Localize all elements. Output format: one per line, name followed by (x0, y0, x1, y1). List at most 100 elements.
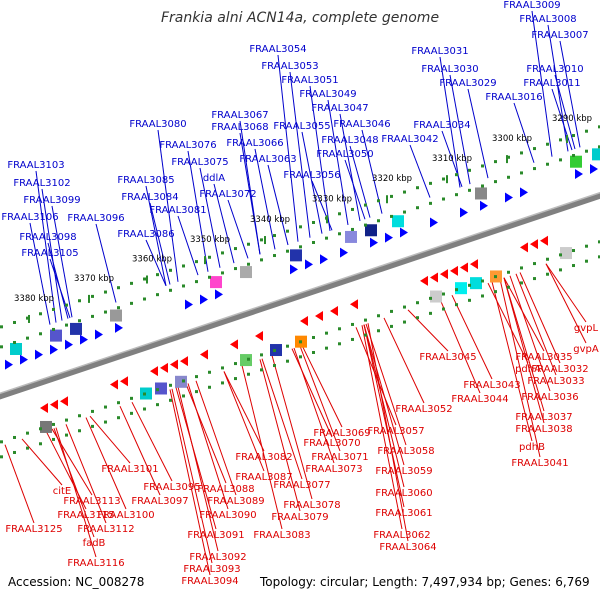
scale-tick-label: 3350 kbp (190, 235, 230, 245)
reverse-leader-line (271, 355, 313, 500)
forward-leader-line (449, 74, 471, 185)
forward-gene-label: FRAAL3085 (117, 175, 174, 186)
reverse-gene-block (175, 375, 187, 388)
ring-dot (442, 197, 445, 201)
forward-gene-label: FRAAL3099 (23, 195, 80, 206)
forward-gene-label: FRAAL3048 (321, 135, 378, 146)
reverse-leader-line (171, 388, 213, 564)
ring-dot (247, 357, 250, 361)
forward-gene-label: FRAAL3056 (283, 170, 340, 181)
forward-leader-line (95, 223, 117, 303)
reverse-gene-label: FRAAL3094 (181, 576, 238, 587)
ring-dot (390, 194, 393, 198)
ring-dot (364, 333, 367, 337)
ring-dot (455, 288, 458, 292)
reverse-gene-label: FRAAL3033 (527, 376, 584, 387)
ring-dot (143, 407, 146, 411)
reverse-gene-label: FRAAL3032 (531, 364, 588, 375)
forward-gene-label: FRAAL3066 (226, 138, 283, 149)
ring-dot (559, 253, 562, 257)
forward-leader-line (239, 132, 261, 255)
ring-dot (0, 440, 3, 444)
ring-dot (520, 281, 523, 285)
reverse-gene-block (430, 290, 442, 303)
ring-dot (520, 151, 523, 155)
forward-gene-label: FRAAL3007 (531, 30, 588, 41)
forward-leader-line (439, 56, 461, 188)
reverse-gene-label: FRAAL3057 (367, 426, 424, 437)
reverse-leader-line (383, 317, 425, 404)
ring-dot (364, 318, 367, 322)
forward-gene-label: FRAAL3008 (519, 14, 576, 25)
ring-dot (39, 442, 42, 446)
reverse-leader-line (509, 275, 551, 392)
ring-dot (260, 353, 263, 357)
forward-gene-label: FRAAL3046 (333, 119, 390, 130)
ring-dot (351, 207, 354, 211)
ring-dot (117, 306, 120, 310)
reverse-gene-label: FRAAL3052 (395, 404, 452, 415)
forward-gene-arrow (95, 329, 103, 340)
reverse-leader-line (361, 325, 403, 530)
topology-summary: Topology: circular; Length: 7,497,934 bp… (260, 575, 590, 589)
ring-dot (546, 142, 549, 146)
reverse-gene-arrow (460, 262, 468, 273)
ring-dot (182, 264, 185, 268)
ring-dot (429, 296, 432, 300)
ring-dot (104, 405, 107, 409)
forward-gene-block (392, 215, 404, 228)
reverse-leader-line (293, 347, 335, 464)
forward-gene-arrow (200, 294, 208, 305)
reverse-gene-arrow (420, 275, 428, 286)
forward-leader-line (441, 130, 463, 187)
forward-leader-line (49, 258, 71, 319)
reverse-gene-label: FRAAL3095 (143, 482, 200, 493)
ring-dot (377, 314, 380, 318)
ring-dot (325, 331, 328, 335)
reverse-gene-label: FRAAL3079 (271, 512, 328, 523)
forward-leader-line (145, 239, 167, 287)
forward-gene-arrow (185, 299, 193, 310)
scale-tick-mark (204, 256, 206, 265)
forward-gene-label: FRAAL3098 (19, 232, 76, 243)
forward-leader-line (551, 88, 573, 151)
ring-dot (442, 292, 445, 296)
ring-dot (52, 437, 55, 441)
ring-dot (455, 303, 458, 307)
ring-dot (52, 327, 55, 331)
reverse-leader-line (4, 444, 35, 524)
reverse-leader-line (487, 282, 529, 364)
reverse-gene-label: FRAAL3064 (379, 542, 436, 553)
forward-gene-label: FRAAL3054 (249, 44, 306, 55)
forward-gene-arrow (20, 354, 28, 365)
ring-dot (442, 177, 445, 181)
reverse-gene-label: FRAAL3041 (511, 458, 568, 469)
forward-leader-line (227, 199, 249, 259)
ring-dot (364, 223, 367, 227)
forward-gene-arrow (5, 359, 13, 370)
ring-dot (260, 258, 263, 262)
reverse-gene-arrow (330, 305, 338, 316)
ring-dot (39, 332, 42, 336)
forward-gene-arrow (290, 264, 298, 275)
reverse-gene-arrow (230, 339, 238, 350)
ring-dot (130, 396, 133, 400)
ring-dot (429, 201, 432, 205)
forward-gene-arrow (65, 339, 73, 350)
ring-dot (351, 337, 354, 341)
ring-dot (234, 247, 237, 251)
ring-dot (377, 219, 380, 223)
reverse-leader-line (363, 324, 405, 508)
forward-gene-arrow (305, 259, 313, 270)
reverse-leader-line (519, 272, 561, 364)
reverse-gene-arrow (350, 299, 358, 310)
forward-leader-line (327, 99, 349, 226)
ring-dot (559, 158, 562, 162)
reverse-gene-label: FRAAL3089 (207, 496, 264, 507)
forward-leader-line (289, 71, 311, 238)
ring-dot (208, 385, 211, 389)
forward-leader-line (267, 164, 289, 246)
ring-dot (299, 225, 302, 229)
reverse-gene-label: FRAAL3088 (197, 484, 254, 495)
ring-dot (78, 299, 81, 303)
